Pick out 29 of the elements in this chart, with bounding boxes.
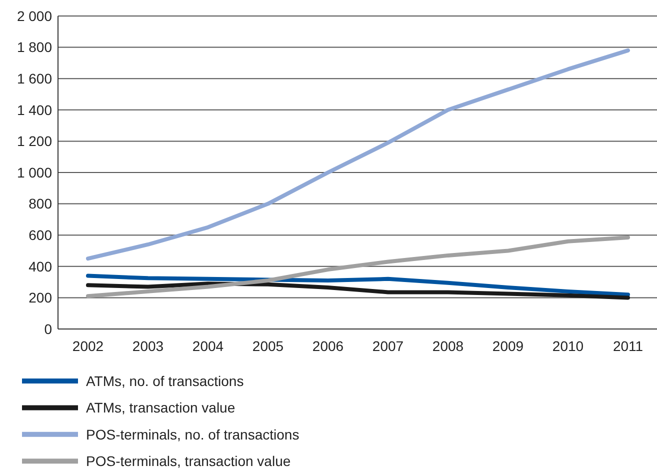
x-tick-label: 2004: [192, 338, 224, 354]
legend-label: POS-terminals, no. of transactions: [86, 426, 300, 442]
y-tick-label: 600: [28, 227, 52, 243]
y-tick-label: 1 400: [16, 102, 52, 118]
line-series: [86, 282, 630, 300]
y-tick-label: 1 000: [16, 164, 52, 180]
y-tick-label: 200: [28, 290, 52, 306]
x-tick-label: 2008: [432, 338, 464, 354]
y-tick-label: 400: [28, 258, 52, 274]
y-tick-label: 800: [28, 196, 52, 212]
y-tick-label: 0: [44, 320, 52, 337]
y-tick-label: 1 200: [16, 133, 52, 150]
line-series: [86, 48, 630, 261]
x-tick-label: 2002: [72, 338, 104, 354]
x-tick-label: 2006: [312, 338, 344, 354]
x-tick-label: 2009: [492, 338, 524, 354]
legend-label: ATMs, transaction value: [86, 400, 236, 416]
x-tick-label: 2011: [612, 338, 644, 354]
legend-label: ATMs, no. of transactions: [86, 372, 244, 389]
x-tick-label: 2005: [252, 338, 284, 354]
y-tick-label: 1 600: [16, 70, 52, 86]
legend-label: POS-terminals, transaction value: [86, 453, 291, 469]
line-series: [86, 235, 630, 298]
y-tick-label: 2 000: [16, 8, 52, 24]
x-tick-label: 2010: [552, 338, 584, 354]
x-tick-label: 2003: [132, 338, 164, 354]
x-tick-label: 2007: [372, 338, 404, 354]
line-series: [86, 274, 630, 297]
y-tick-label: 1 800: [16, 39, 52, 56]
